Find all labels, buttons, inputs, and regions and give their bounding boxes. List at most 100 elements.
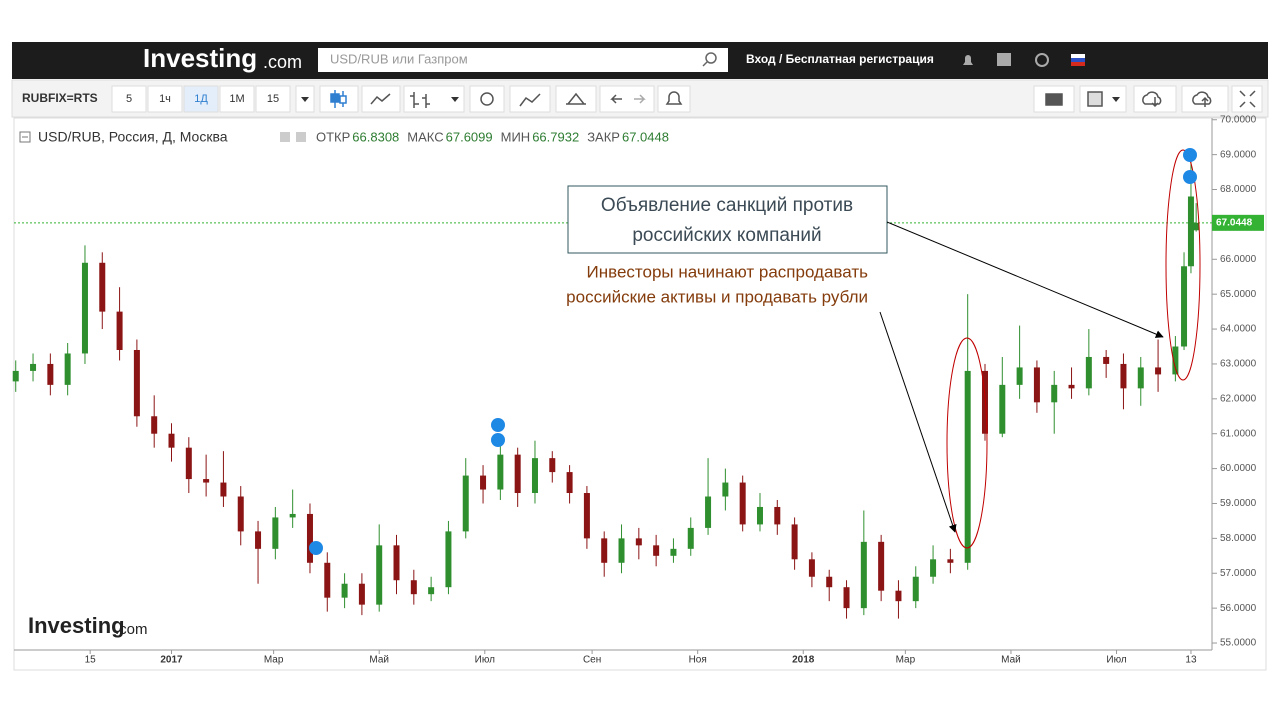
candle-body <box>185 447 192 480</box>
login-link[interactable]: Вход / Бесплатная регистрация <box>746 52 934 66</box>
bell-icon[interactable] <box>963 55 973 65</box>
search-icon <box>702 61 708 67</box>
interval-button[interactable] <box>219 85 255 113</box>
y-tick-label: 66.0000 <box>1220 254 1257 265</box>
tool-button[interactable] <box>509 85 551 113</box>
tool-button[interactable] <box>555 85 597 113</box>
candle-body <box>549 458 556 473</box>
flag-icon <box>1071 62 1085 66</box>
annotation-text: российские активы и продавать рубли <box>566 287 868 306</box>
candle-body <box>739 482 746 525</box>
event-marker[interactable] <box>491 433 505 447</box>
x-tick-label: Май <box>369 655 389 666</box>
y-tick-label: 68.0000 <box>1220 184 1257 195</box>
portfolio-icon[interactable] <box>997 53 1011 66</box>
candle-body <box>601 538 608 563</box>
y-tick-label: 60.0000 <box>1220 463 1257 474</box>
annotation-text: Инвесторы начинают распродавать <box>587 262 869 281</box>
event-marker[interactable] <box>491 418 505 432</box>
x-tick-label: 2018 <box>792 655 815 666</box>
candle-body <box>12 370 19 382</box>
x-tick-label: 2017 <box>160 655 183 666</box>
candle-body <box>203 479 210 483</box>
last-price-box <box>1212 214 1264 231</box>
candle-body <box>116 311 123 350</box>
candle-body <box>930 559 937 577</box>
flag-icon <box>1071 58 1085 62</box>
x-tick-label: Май <box>1001 655 1021 666</box>
search-placeholder: USD/RUB или Газпром <box>330 51 468 66</box>
symbol[interactable]: RUBFIX=RTS <box>22 91 98 105</box>
tool-button[interactable] <box>1079 85 1127 113</box>
candle-body <box>64 353 71 385</box>
search-icon <box>705 52 717 64</box>
candle-body <box>653 545 660 556</box>
interval-label: 5 <box>126 93 132 105</box>
event-markers <box>309 148 1197 555</box>
x-tick-label: Ноя <box>689 655 707 666</box>
interval-buttons: 5 1ч 1Д 1М 15 <box>111 85 291 113</box>
annotation-box <box>567 185 888 254</box>
last-price-label: 67.0448 <box>1216 217 1253 228</box>
event-marker[interactable] <box>1183 148 1197 162</box>
candle-body <box>808 559 815 577</box>
plot: 55.0000 56.0000 57.0000 58.0000 59.0000 60.00… <box>12 114 1264 666</box>
ohlc-header: ОТКР 66.8308 МАКС 67.6099 МИН 66.7932 ЗАКР 67.0… <box>316 129 669 144</box>
candle-body <box>1103 356 1110 364</box>
candle-body <box>358 583 365 605</box>
collapse-icon[interactable] <box>19 131 31 143</box>
interval-button[interactable] <box>111 85 147 113</box>
candle-body <box>1085 356 1092 389</box>
highlight-ellipse <box>946 337 988 549</box>
y-tick-label: 62.0000 <box>1220 393 1257 404</box>
candle-body <box>670 548 677 556</box>
candle-body <box>289 513 296 518</box>
candle-body <box>1016 367 1023 385</box>
event-marker[interactable] <box>1183 170 1197 184</box>
candle-body <box>722 482 729 497</box>
ohlc-value: 67.0448 <box>622 129 669 144</box>
candle-body <box>895 590 902 602</box>
candle-body <box>47 363 54 385</box>
candle-body <box>981 370 988 434</box>
settings-icon[interactable] <box>296 132 306 142</box>
settings-icon[interactable] <box>280 132 290 142</box>
y-tick-label: 57.0000 <box>1220 568 1257 579</box>
y-tick-label: 58.0000 <box>1220 533 1257 544</box>
tool-button[interactable] <box>1231 85 1263 113</box>
tool-button[interactable] <box>1033 85 1075 113</box>
y-tick-label: 61.0000 <box>1220 428 1257 439</box>
candle-body <box>133 349 140 417</box>
candle-body <box>964 370 971 563</box>
event-marker[interactable] <box>309 541 323 555</box>
annotation-arrow <box>879 311 957 533</box>
tool-button[interactable] <box>657 85 691 113</box>
candle-body <box>497 454 504 490</box>
candle-body <box>860 541 867 609</box>
candle-body <box>1051 384 1058 403</box>
ohlc-label: МАКС <box>407 129 443 144</box>
interval-button[interactable] <box>255 85 291 113</box>
search-box[interactable] <box>318 48 728 72</box>
candle-body <box>151 416 158 434</box>
y-tick-label: 64.0000 <box>1220 324 1257 335</box>
candle-body <box>531 458 538 494</box>
clock-icon[interactable] <box>1035 53 1049 67</box>
candle-body <box>878 541 885 591</box>
flag-icon[interactable] <box>1071 54 1085 58</box>
candle-body <box>705 496 712 528</box>
tool-button[interactable] <box>361 85 401 113</box>
x-tick-label: Июл <box>475 655 495 666</box>
tool-button[interactable] <box>469 85 505 113</box>
candle-body <box>306 513 313 563</box>
annotation-text: российских компаний <box>632 225 821 246</box>
interval-button[interactable] <box>147 85 183 113</box>
ohlc-label: ОТКР <box>316 129 350 144</box>
candle-body <box>635 538 642 546</box>
chart-title: USD/RUB, Россия, Д, Москва <box>38 129 228 145</box>
tool-button[interactable] <box>599 85 655 113</box>
candle-body <box>1193 222 1200 231</box>
candle-body <box>341 583 348 598</box>
interval-button[interactable] <box>183 85 219 113</box>
